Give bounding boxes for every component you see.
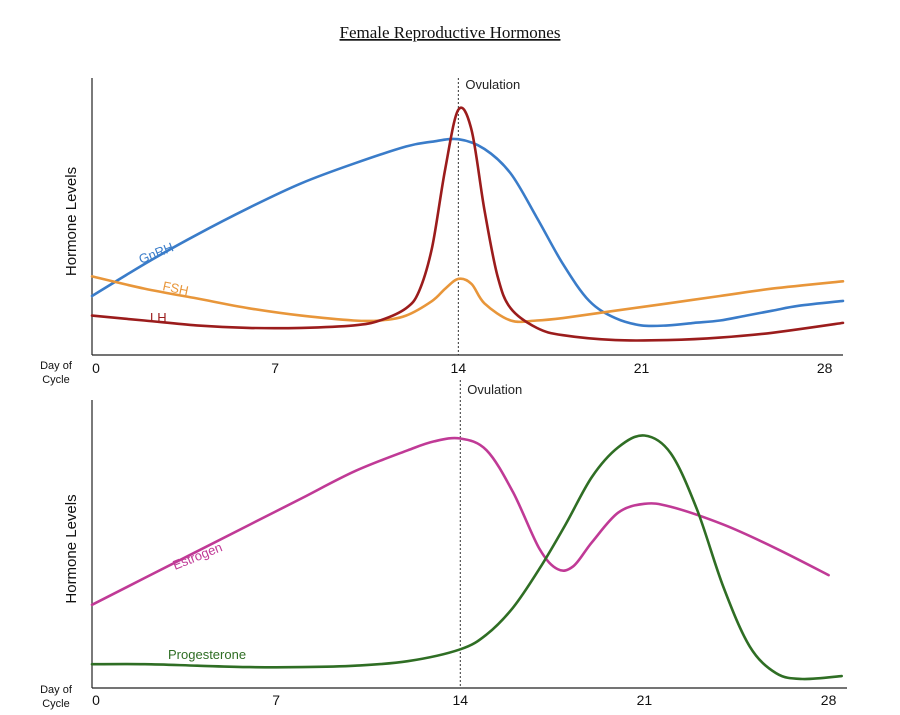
- series-line-lh: [90, 106, 845, 342]
- series-line-progesterone: [90, 434, 843, 681]
- series-label-lh: LH: [150, 310, 167, 325]
- x-tick-label: 0: [92, 692, 100, 708]
- series-line-estrogen: [90, 436, 830, 607]
- ovulation-label: Ovulation: [465, 77, 520, 92]
- bottom-hormone-chart: Hormone Levels Day of Cycle 0 7 14 21 28 Ovulati…: [40, 380, 847, 710]
- x-axis-label: Day of Cycle: [40, 360, 73, 386]
- series-label-gnrh: GnRH: [137, 239, 176, 266]
- series-line-gnrh: [90, 137, 845, 328]
- x-tick-label: 7: [272, 692, 280, 708]
- top-hormone-chart: Hormone Levels Day of Cycle 0 7 14 21 28 Ovulati…: [40, 77, 845, 386]
- x-tick-label: 28: [817, 360, 833, 376]
- x-tick-label: 21: [637, 692, 653, 708]
- series-label-fsh: FSH: [161, 278, 190, 298]
- chart-title: Female Reproductive Hormones: [340, 23, 561, 42]
- x-axis-label: Day of Cycle: [40, 684, 73, 710]
- series-line-fsh: [90, 275, 845, 324]
- x-tick-label: 14: [451, 360, 467, 376]
- x-tick-label: 7: [271, 360, 279, 376]
- y-axis-label: Hormone Levels: [63, 167, 80, 276]
- series-label-progesterone: Progesterone: [168, 647, 246, 662]
- y-axis-label: Hormone Levels: [63, 494, 80, 603]
- x-tick-label: 28: [821, 692, 837, 708]
- x-tick-label: 0: [92, 360, 100, 376]
- x-tick-label: 14: [453, 692, 469, 708]
- x-tick-label: 21: [634, 360, 650, 376]
- series-label-estrogen: Estrogen: [171, 539, 225, 572]
- ovulation-label: Ovulation: [467, 382, 522, 397]
